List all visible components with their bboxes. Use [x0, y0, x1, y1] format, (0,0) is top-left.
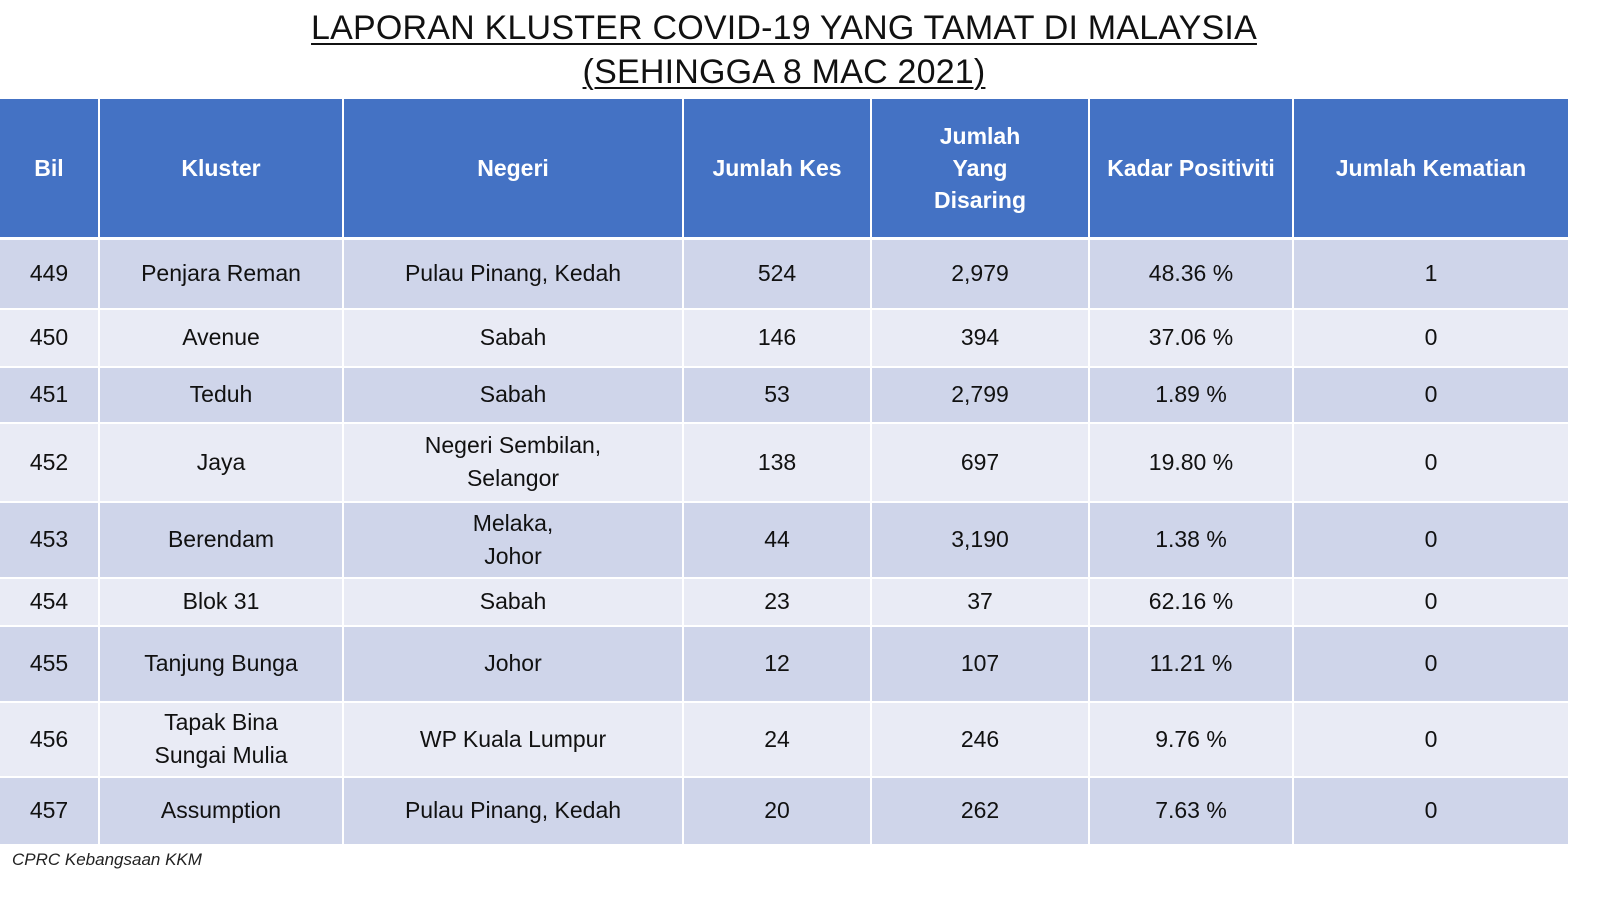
cell-jumlah-kematian: 0 — [1293, 422, 1568, 503]
cell-jumlah-kes: 146 — [683, 308, 872, 368]
source-note: CPRC Kebangsaan KKM — [12, 850, 202, 869]
cell-kluster: Penjara Reman — [99, 238, 344, 310]
cell-jumlah-kematian: 0 — [1293, 776, 1568, 846]
cell-kluster: Teduh — [99, 366, 344, 424]
cell-bil: 456 — [0, 701, 100, 778]
cell-jumlah-kematian: 1 — [1293, 238, 1568, 310]
cell-bil: 454 — [0, 577, 100, 627]
cell-bil: 451 — [0, 366, 100, 424]
header-jumlah-disaring: Jumlah Yang Disaring — [871, 99, 1090, 240]
table-row: 454 Blok 31 Sabah 23 37 62.16 % 0 — [0, 577, 1568, 627]
cell-kadar-positiviti: 1.89 % — [1089, 366, 1294, 424]
cell-jumlah-kes: 524 — [683, 238, 872, 310]
cell-jumlah-kematian: 0 — [1293, 625, 1568, 703]
cell-kluster: Berendam — [99, 501, 344, 579]
cell-kluster: Tanjung Bunga — [99, 625, 344, 703]
cell-kluster: Blok 31 — [99, 577, 344, 627]
header-bil: Bil — [0, 99, 100, 240]
cell-jumlah-disaring: 246 — [871, 701, 1090, 778]
cell-jumlah-kes: 138 — [683, 422, 872, 503]
cell-negeri: Sabah — [343, 308, 684, 368]
cell-jumlah-disaring: 107 — [871, 625, 1090, 703]
cell-bil: 455 — [0, 625, 100, 703]
cell-bil: 453 — [0, 501, 100, 579]
cell-jumlah-kes: 12 — [683, 625, 872, 703]
header-row: Bil Kluster Negeri Jumlah Kes Jumlah Yan… — [0, 99, 1568, 240]
cell-negeri: Negeri Sembilan, Selangor — [343, 422, 684, 503]
cell-negeri: WP Kuala Lumpur — [343, 701, 684, 778]
header-negeri: Negeri — [343, 99, 684, 240]
title-text-2: (SEHINGGA 8 MAC 2021) — [582, 53, 986, 91]
table-row: 456 Tapak Bina Sungai Mulia WP Kuala Lum… — [0, 701, 1568, 778]
report-title: LAPORAN KLUSTER COVID-19 YANG TAMAT DI M… — [0, 6, 1568, 94]
cell-jumlah-disaring: 2,979 — [871, 238, 1090, 310]
table-row: 450 Avenue Sabah 146 394 37.06 % 0 — [0, 308, 1568, 368]
cell-kadar-positiviti: 11.21 % — [1089, 625, 1294, 703]
header-jumlah-kes: Jumlah Kes — [683, 99, 872, 240]
cell-jumlah-disaring: 2,799 — [871, 366, 1090, 424]
table-header: Bil Kluster Negeri Jumlah Kes Jumlah Yan… — [0, 99, 1568, 240]
table-body: 449 Penjara Reman Pulau Pinang, Kedah 52… — [0, 238, 1568, 846]
title-line-1: LAPORAN KLUSTER COVID-19 YANG TAMAT DI M… — [0, 6, 1568, 50]
cell-jumlah-kematian: 0 — [1293, 577, 1568, 627]
cell-jumlah-kematian: 0 — [1293, 308, 1568, 368]
cell-negeri: Pulau Pinang, Kedah — [343, 776, 684, 846]
table-row: 455 Tanjung Bunga Johor 12 107 11.21 % 0 — [0, 625, 1568, 703]
cell-kadar-positiviti: 1.38 % — [1089, 501, 1294, 579]
cell-negeri: Pulau Pinang, Kedah — [343, 238, 684, 310]
cell-jumlah-kes: 53 — [683, 366, 872, 424]
cell-negeri: Melaka, Johor — [343, 501, 684, 579]
cell-jumlah-kes: 44 — [683, 501, 872, 579]
cell-kadar-positiviti: 7.63 % — [1089, 776, 1294, 846]
cell-jumlah-kes: 24 — [683, 701, 872, 778]
cell-kadar-positiviti: 9.76 % — [1089, 701, 1294, 778]
cell-jumlah-disaring: 3,190 — [871, 501, 1090, 579]
table-row: 453 Berendam Melaka, Johor 44 3,190 1.38… — [0, 501, 1568, 579]
cell-jumlah-kematian: 0 — [1293, 701, 1568, 778]
cell-bil: 450 — [0, 308, 100, 368]
cell-bil: 449 — [0, 238, 100, 310]
header-kluster: Kluster — [99, 99, 344, 240]
table-row: 449 Penjara Reman Pulau Pinang, Kedah 52… — [0, 238, 1568, 310]
cell-kluster: Avenue — [99, 308, 344, 368]
table-row: 451 Teduh Sabah 53 2,799 1.89 % 0 — [0, 366, 1568, 424]
cell-jumlah-disaring: 262 — [871, 776, 1090, 846]
cell-kadar-positiviti: 62.16 % — [1089, 577, 1294, 627]
cell-bil: 452 — [0, 422, 100, 503]
header-jumlah-kematian: Jumlah Kematian — [1293, 99, 1568, 240]
table-row: 457 Assumption Pulau Pinang, Kedah 20 26… — [0, 776, 1568, 846]
cell-negeri: Sabah — [343, 366, 684, 424]
title-text-1: LAPORAN KLUSTER COVID-19 YANG TAMAT DI M… — [311, 9, 1257, 47]
cell-bil: 457 — [0, 776, 100, 846]
cell-kluster: Tapak Bina Sungai Mulia — [99, 701, 344, 778]
cell-negeri: Johor — [343, 625, 684, 703]
cell-kluster: Assumption — [99, 776, 344, 846]
header-kadar-positiviti: Kadar Positiviti — [1089, 99, 1294, 240]
cell-kadar-positiviti: 37.06 % — [1089, 308, 1294, 368]
cell-kluster: Jaya — [99, 422, 344, 503]
cell-jumlah-kes: 20 — [683, 776, 872, 846]
title-line-2: (SEHINGGA 8 MAC 2021) — [0, 50, 1568, 94]
cell-jumlah-disaring: 394 — [871, 308, 1090, 368]
cell-jumlah-kematian: 0 — [1293, 366, 1568, 424]
cell-negeri: Sabah — [343, 577, 684, 627]
cell-kadar-positiviti: 48.36 % — [1089, 238, 1294, 310]
cluster-table: Bil Kluster Negeri Jumlah Kes Jumlah Yan… — [0, 99, 1568, 846]
cell-jumlah-kematian: 0 — [1293, 501, 1568, 579]
cell-jumlah-disaring: 37 — [871, 577, 1090, 627]
table-row: 452 Jaya Negeri Sembilan, Selangor 138 6… — [0, 422, 1568, 503]
cell-jumlah-disaring: 697 — [871, 422, 1090, 503]
cell-kadar-positiviti: 19.80 % — [1089, 422, 1294, 503]
cell-jumlah-kes: 23 — [683, 577, 872, 627]
